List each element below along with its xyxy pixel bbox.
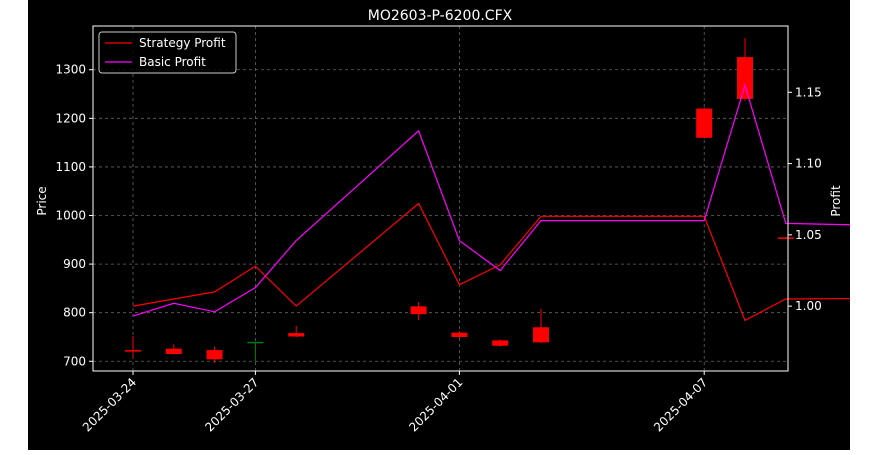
y-right-tick-label: 1.00 <box>795 299 822 313</box>
candle-body <box>165 348 182 354</box>
y-axis-right-label: Profit <box>829 185 843 217</box>
legend-basic-label: Basic Profit <box>139 55 206 69</box>
profit-lines <box>132 83 878 322</box>
x-tick-label: 2025-04-01 <box>406 375 465 434</box>
y-left-tick-label: 1100 <box>55 160 86 174</box>
grid-lines <box>93 26 788 371</box>
y-right-tick-label: 1.10 <box>795 157 822 171</box>
x-tick-label: 2025-04-07 <box>651 375 710 434</box>
y-left-tick-label: 900 <box>63 257 86 271</box>
y-left-tick-label: 1000 <box>55 209 86 223</box>
candle-body <box>737 57 753 99</box>
x-tick-label: 2025-03-27 <box>202 375 261 434</box>
candle-body <box>410 306 427 315</box>
y-right-tick-label: 1.05 <box>795 228 822 242</box>
candlesticks <box>125 38 794 363</box>
plot-frame <box>92 25 789 372</box>
chart-title: MO2603-P-6200.CFX <box>368 8 513 24</box>
chart-figure: MO2603-P-6200.CFX 700 800 900 1000 1100 1200 1… <box>28 0 878 450</box>
candle-body <box>492 340 509 346</box>
candle-body <box>777 237 794 239</box>
candle-body <box>247 341 264 344</box>
x-tick-label: 2025-03-24 <box>80 375 139 434</box>
y-left-tick-label: 1300 <box>55 63 86 77</box>
basic-profit-line <box>132 83 878 317</box>
y-right-tick-label: 1.15 <box>795 85 822 99</box>
chart-canvas: MO2603-P-6200.CFX 700 800 900 1000 1100 1200 1… <box>35 8 878 434</box>
legend-box <box>98 31 237 74</box>
candle-body <box>696 108 713 138</box>
strategy-profit-line <box>132 202 878 322</box>
legend: Strategy Profit Basic Profit <box>98 31 237 74</box>
y-left-tick-label: 700 <box>63 354 86 368</box>
candle-body <box>288 333 305 337</box>
legend-strategy-label: Strategy Profit <box>139 36 226 50</box>
candle-body <box>206 350 223 360</box>
y-left-tick-label: 1200 <box>55 111 86 125</box>
y-left-tick-label: 800 <box>63 306 86 320</box>
candle-body <box>125 350 141 352</box>
candle-body <box>451 332 468 337</box>
candle-body <box>533 327 549 343</box>
y-axis-left-label: Price <box>35 186 49 215</box>
